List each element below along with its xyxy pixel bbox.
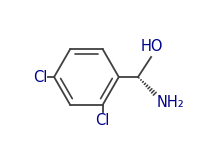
Text: HO: HO xyxy=(141,39,163,54)
Text: Cl: Cl xyxy=(95,113,110,128)
Text: Cl: Cl xyxy=(33,69,48,85)
Text: NH₂: NH₂ xyxy=(157,95,185,110)
